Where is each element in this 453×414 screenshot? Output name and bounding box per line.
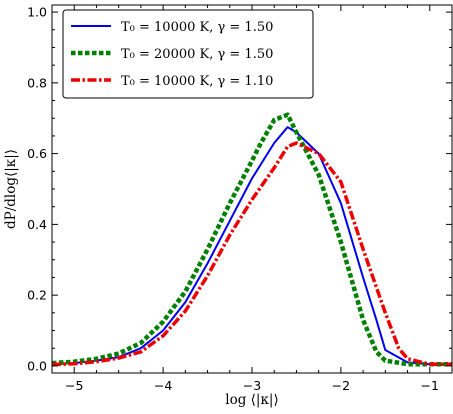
series-line-1 — [51, 126, 452, 366]
x-tick-label: −5 — [65, 378, 83, 393]
legend-label-3: T₀ = 10000 K, γ = 1.10 — [121, 74, 273, 89]
series-line-3 — [51, 141, 452, 367]
legend-box — [62, 9, 314, 99]
y-tick-label: 0.2 — [27, 288, 47, 303]
x-tick-label: −3 — [243, 378, 261, 393]
y-axis: 0.0 0.2 0.4 0.6 0.8 1.0 — [27, 5, 452, 373]
x-axis: −5 −4 −3 −2 −1 — [51, 5, 453, 393]
y-tick-label: 0.8 — [27, 75, 47, 90]
legend: T₀ = 10000 K, γ = 1.50 T₀ = 20000 K, γ = … — [62, 9, 314, 99]
x-tick-label: −4 — [154, 378, 172, 393]
x-axis-title: log ⟨|κ|⟩ — [225, 392, 278, 408]
x-tick-label: −1 — [421, 378, 439, 393]
plot-lines — [51, 112, 452, 367]
y-tick-label: 0.0 — [27, 358, 47, 373]
y-tick-label: 1.0 — [27, 5, 47, 20]
y-tick-label: 0.4 — [27, 217, 47, 232]
legend-label-1: T₀ = 10000 K, γ = 1.50 — [121, 20, 273, 35]
series-line-2 — [51, 112, 452, 367]
y-tick-label: 0.6 — [27, 146, 47, 161]
legend-label-2: T₀ = 20000 K, γ = 1.50 — [121, 47, 273, 62]
x-tick-label: −2 — [332, 378, 350, 393]
y-axis-title: dP/dlog⟨|κ|⟩ — [3, 149, 19, 229]
